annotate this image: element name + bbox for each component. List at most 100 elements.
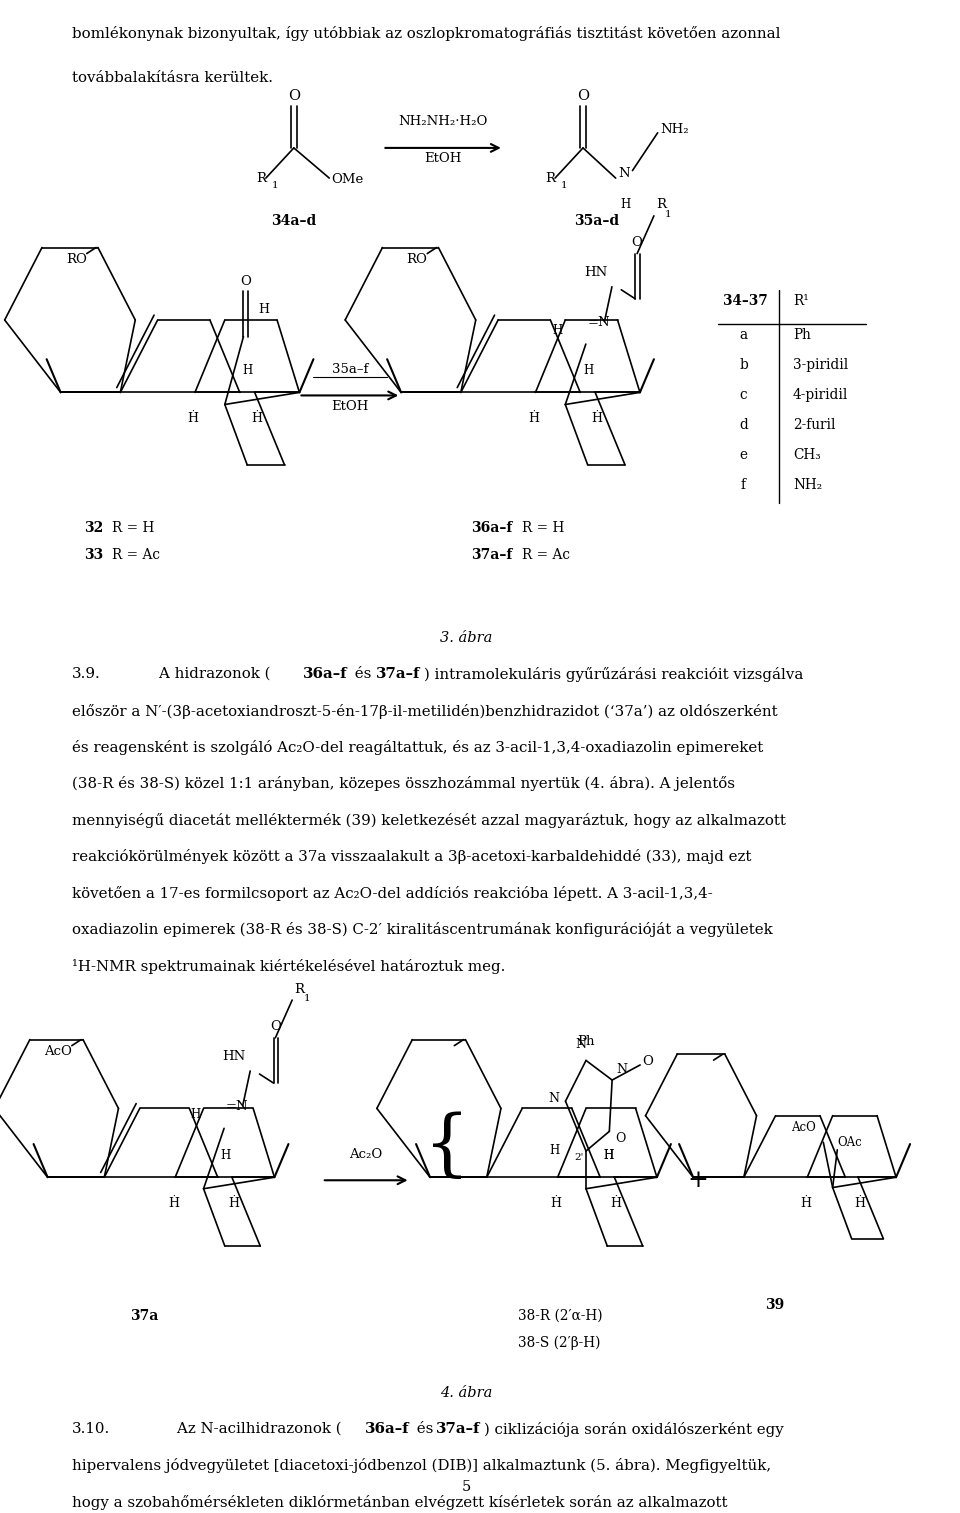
Text: követően a 17-es formilcsoport az Ac₂O-del addíciós reakcióba lépett. A 3-acil-1: követően a 17-es formilcsoport az Ac₂O-d…	[72, 885, 712, 900]
Text: ¹H-NMR spektrumainak kiértékelésével határoztuk meg.: ¹H-NMR spektrumainak kiértékelésével hat…	[72, 959, 505, 974]
Text: R¹: R¹	[793, 295, 808, 309]
Text: AcO: AcO	[44, 1045, 72, 1058]
Text: Ḣ: Ḣ	[228, 1197, 239, 1210]
Text: Ḣ: Ḣ	[168, 1197, 179, 1210]
Text: H: H	[603, 1150, 613, 1162]
Text: 34a–d: 34a–d	[272, 215, 317, 228]
Text: R = Ac: R = Ac	[112, 548, 160, 561]
Text: 1: 1	[303, 994, 310, 1003]
Text: H: H	[258, 303, 270, 316]
Text: c: c	[739, 387, 747, 402]
Text: EtOH: EtOH	[331, 399, 369, 413]
Text: OAc: OAc	[837, 1136, 862, 1148]
Text: 3-piridil: 3-piridil	[793, 357, 849, 372]
Text: f: f	[741, 478, 746, 492]
Text: 36a–f: 36a–f	[365, 1422, 409, 1436]
Text: Ḣ: Ḣ	[187, 412, 199, 425]
Text: 37a–f: 37a–f	[471, 548, 513, 561]
Text: 38-S (2′β-H): 38-S (2′β-H)	[517, 1336, 600, 1350]
Text: =N: =N	[588, 316, 611, 328]
Text: H: H	[243, 365, 252, 377]
Text: O: O	[642, 1056, 653, 1068]
Text: =N: =N	[226, 1100, 249, 1114]
Text: 4. ábra: 4. ábra	[441, 1386, 492, 1400]
Text: O: O	[288, 89, 300, 103]
Text: (38-R és 38-S) közel 1:1 arányban, közepes összhozámmal nyertük (4. ábra). A jel: (38-R és 38-S) közel 1:1 arányban, közep…	[72, 776, 734, 791]
Text: EtOH: EtOH	[424, 153, 462, 165]
Text: ) intramolekuláris gyűrűzárási reakcióit vizsgálva: ) intramolekuláris gyűrűzárási reakcióit…	[424, 667, 804, 682]
Text: 2-furil: 2-furil	[793, 418, 835, 433]
Text: ) ciklizációja során oxidálószerként egy: ) ciklizációja során oxidálószerként egy	[484, 1422, 784, 1437]
Text: 1: 1	[272, 182, 278, 191]
Text: a: a	[739, 327, 748, 342]
Text: 1: 1	[665, 210, 672, 219]
Text: 37a: 37a	[131, 1309, 158, 1322]
Text: mennyiségű diacetát melléktermék (39) keletkezését azzal magyaráztuk, hogy az al: mennyiségű diacetát melléktermék (39) ke…	[72, 812, 785, 828]
Text: és: és	[412, 1422, 439, 1436]
Text: 38-R (2′α-H): 38-R (2′α-H)	[517, 1309, 602, 1322]
Text: 35a–d: 35a–d	[574, 215, 619, 228]
Text: 3.9.: 3.9.	[72, 667, 101, 681]
Text: AcO: AcO	[791, 1121, 816, 1133]
Text: HN: HN	[584, 266, 608, 280]
Text: b: b	[739, 357, 748, 372]
Text: e: e	[739, 448, 748, 463]
Text: NH₂: NH₂	[660, 123, 689, 136]
Text: R = Ac: R = Ac	[522, 548, 570, 561]
Text: H: H	[190, 1108, 201, 1121]
Text: RO: RO	[406, 253, 427, 266]
Text: H: H	[603, 1150, 613, 1162]
Text: Ḣ: Ḣ	[591, 412, 603, 425]
Text: oxadiazolin epimerek (38-R és 38-S) C-2′ kiralitáscentrumának konfigurációját a : oxadiazolin epimerek (38-R és 38-S) C-2′…	[72, 923, 773, 937]
Text: O: O	[270, 1020, 281, 1033]
Text: NH₂NH₂·H₂O: NH₂NH₂·H₂O	[398, 115, 488, 129]
Text: O: O	[632, 236, 642, 250]
Text: 5: 5	[462, 1480, 471, 1495]
Text: {: {	[424, 1112, 470, 1182]
Text: N: N	[575, 1038, 586, 1052]
Text: 32: 32	[84, 520, 104, 534]
Text: 37a–f: 37a–f	[376, 667, 420, 681]
Text: 3.10.: 3.10.	[72, 1422, 110, 1436]
Text: N: N	[618, 166, 630, 180]
Text: Ḣ: Ḣ	[528, 412, 540, 425]
Text: R = H: R = H	[522, 520, 564, 534]
Text: 4-piridil: 4-piridil	[793, 387, 849, 402]
Text: O: O	[240, 275, 251, 289]
Text: O: O	[577, 89, 589, 103]
Text: először a N′-(3β-acetoxiandroszt-5-én-17β-il-metilidén)benzhidrazidot (‘37a’) az: először a N′-(3β-acetoxiandroszt-5-én-17…	[72, 704, 778, 719]
Text: Ph: Ph	[577, 1035, 595, 1049]
Text: bomlékonynak bizonyultak, így utóbbiak az oszlopkromatográfiás tisztitást követő: bomlékonynak bizonyultak, így utóbbiak a…	[72, 26, 780, 41]
Text: N: N	[549, 1092, 560, 1104]
Text: hipervalens jódvegyületet [diacetoxi-jódbenzol (DIB)] alkalmaztunk (5. ábra). Me: hipervalens jódvegyületet [diacetoxi-jód…	[72, 1459, 771, 1474]
Text: O: O	[615, 1132, 625, 1145]
Text: H: H	[550, 1144, 560, 1157]
Text: 1: 1	[561, 182, 567, 191]
Text: Az N-acilhidrazonok (: Az N-acilhidrazonok (	[157, 1422, 341, 1436]
Text: és reagensként is szolgáló Ac₂O-del reagáltattuk, és az 3-acil-1,3,4-oxadiazolin: és reagensként is szolgáló Ac₂O-del reag…	[72, 740, 763, 755]
Text: R = H: R = H	[112, 520, 155, 534]
Text: 39: 39	[764, 1298, 784, 1312]
Text: R: R	[656, 198, 666, 212]
Text: Ḣ: Ḣ	[800, 1197, 811, 1210]
Text: és: és	[349, 667, 376, 681]
Text: 3. ábra: 3. ábra	[441, 631, 492, 645]
Text: H: H	[620, 198, 630, 210]
Text: R: R	[545, 171, 555, 185]
Text: R: R	[256, 171, 266, 185]
Text: RO: RO	[66, 253, 86, 266]
Text: Ḣ: Ḣ	[854, 1197, 865, 1210]
Text: H: H	[583, 365, 593, 377]
Text: R: R	[294, 982, 304, 996]
Text: +: +	[687, 1168, 708, 1192]
Text: 36a–f: 36a–f	[303, 667, 348, 681]
Text: Ḣ: Ḣ	[550, 1197, 562, 1210]
Text: 35a–f: 35a–f	[331, 363, 368, 375]
Text: 34–37: 34–37	[723, 295, 768, 309]
Text: hogy a szobahőmérsékleten diklórmetánban elvégzett kísérletek során az alkalmazo: hogy a szobahőmérsékleten diklórmetánban…	[72, 1495, 728, 1510]
Text: 36a–f: 36a–f	[471, 520, 513, 534]
Text: d: d	[739, 418, 748, 433]
Text: 33: 33	[84, 548, 104, 561]
Text: N: N	[616, 1062, 628, 1076]
Text: 37a–f: 37a–f	[436, 1422, 480, 1436]
